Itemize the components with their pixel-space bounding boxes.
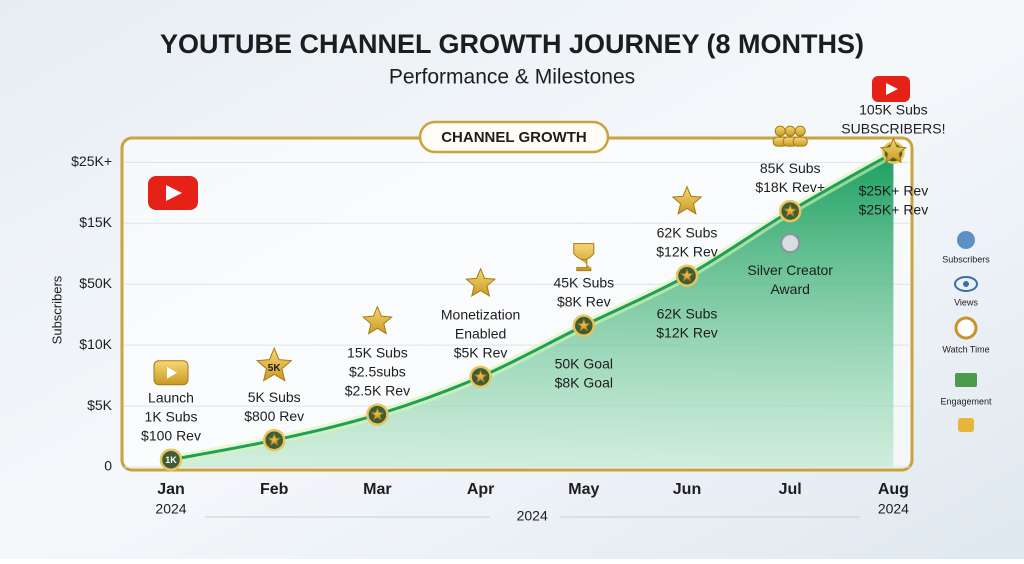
x-tick-label: Apr xyxy=(467,481,495,498)
annotation: $25K+ Rev xyxy=(859,201,929,217)
annotation: $18K Rev+ xyxy=(755,179,825,195)
icon xyxy=(794,125,806,137)
annotation: $100 Rev xyxy=(141,427,201,443)
annotation: 5K Subs xyxy=(248,389,301,405)
annotation: $800 Rev xyxy=(244,408,304,424)
annotation: $25K+ Rev xyxy=(859,182,929,198)
x-tick-label: Mar xyxy=(363,481,391,498)
annotation: 105K Subs xyxy=(859,101,928,117)
y-axis-label: Subscribers xyxy=(49,275,64,344)
point-marker xyxy=(159,448,183,471)
annotation: 62K Subs xyxy=(657,305,718,321)
legend-label: Subscribers xyxy=(942,254,990,264)
annotation: $12K Rev xyxy=(656,243,717,259)
badge: 5K xyxy=(268,363,282,374)
point-star xyxy=(783,203,798,218)
legend-label: Watch Time xyxy=(942,344,989,354)
line xyxy=(170,151,895,462)
annotation: Launch xyxy=(148,389,194,405)
annotation: Monetization xyxy=(441,307,520,323)
annotation: $12K Rev xyxy=(656,324,717,340)
icon xyxy=(792,136,808,147)
annotation: Silver Creator xyxy=(747,262,833,278)
point-star xyxy=(473,369,488,383)
point-star xyxy=(576,318,591,332)
annotation: 62K Subs xyxy=(657,224,718,240)
legend-label: Engagement xyxy=(940,396,992,406)
annotation: 15K Subs xyxy=(347,344,408,360)
y-tick-label: $5K xyxy=(87,397,113,413)
icon xyxy=(167,366,177,379)
annotation: $8K Rev xyxy=(557,293,611,309)
x-tick-label: Jan xyxy=(157,481,185,498)
y-tick-label: $15K xyxy=(79,214,112,230)
x-tick-label: Jul xyxy=(779,481,802,498)
y-tick-label: $50K xyxy=(79,275,112,291)
year-label: 2024 xyxy=(155,501,186,517)
annotation: Award xyxy=(770,281,809,297)
annotation: $8K Goal xyxy=(555,374,613,390)
x-tick-label: May xyxy=(568,481,599,498)
icon xyxy=(780,233,801,254)
icon xyxy=(784,125,796,137)
youtube-logo xyxy=(872,76,910,102)
annotation: 45K Subs xyxy=(553,274,614,290)
chart-title: YOUTUBE CHANNEL GROWTH JOURNEY (8 MONTHS… xyxy=(160,29,864,59)
icon xyxy=(465,267,497,298)
annotation: $2.5K Rev xyxy=(345,382,410,398)
panel-label: CHANNEL GROWTH xyxy=(441,129,587,146)
year-label: 2024 xyxy=(878,501,909,517)
point-star xyxy=(370,407,385,421)
icon xyxy=(774,125,786,137)
annotation: SUBSCRIBERS! xyxy=(841,120,945,136)
x-tick-label: Feb xyxy=(260,481,289,498)
icon xyxy=(361,305,393,335)
annotation: $2.5subs xyxy=(349,363,406,379)
legend-label: Views xyxy=(954,297,978,307)
icon xyxy=(255,346,293,382)
side-icons xyxy=(954,231,978,432)
chart-subtitle: Performance & Milestones xyxy=(389,66,635,89)
x-tick-label: Aug xyxy=(878,481,909,498)
icon xyxy=(671,185,703,215)
icon xyxy=(879,137,908,164)
area xyxy=(171,152,894,467)
y-tick-label: 0 xyxy=(104,458,112,474)
annotation: Enabled xyxy=(455,326,506,342)
annotation: 85K Subs xyxy=(760,160,821,176)
icon xyxy=(573,243,595,272)
annotation: 50K Goal xyxy=(555,355,613,371)
x-tick-label: Jun xyxy=(673,481,701,498)
youtube-logo xyxy=(148,176,198,210)
annotation: $5K Rev xyxy=(454,345,508,361)
year-label: 2024 xyxy=(517,508,548,524)
point-star xyxy=(680,268,694,282)
y-tick-label: $25K+ xyxy=(71,153,112,169)
annotation: 1K Subs xyxy=(145,408,198,424)
y-tick-label: $10K xyxy=(79,336,112,352)
panel-pill xyxy=(418,120,610,154)
point-star xyxy=(267,432,282,447)
badge: 1K xyxy=(165,455,177,465)
